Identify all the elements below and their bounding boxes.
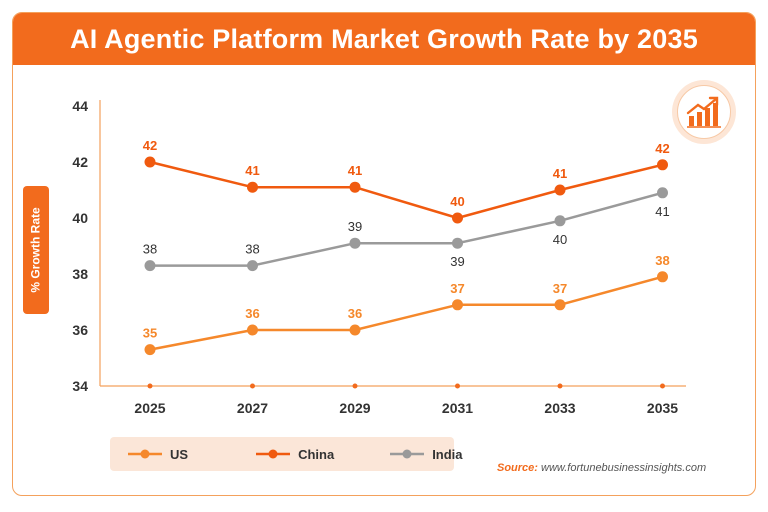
data-point-china — [144, 156, 156, 168]
data-point-china — [554, 184, 566, 196]
source-text: www.fortunebusinessinsights.com — [541, 462, 707, 474]
growth-chart-icon-badge — [672, 80, 736, 144]
data-point-us — [554, 299, 566, 311]
x-tick-mark — [660, 383, 665, 389]
series-line-india — [150, 191, 663, 267]
data-label-india: 40 — [553, 232, 567, 247]
y-axis-label-box: % Growth Rate — [23, 186, 49, 314]
x-tick-mark — [147, 383, 153, 389]
y-tick-label: 36 — [72, 322, 88, 338]
growth-chart-icon — [686, 96, 721, 128]
data-point-us — [657, 271, 668, 283]
data-label-india: 38 — [245, 242, 259, 257]
data-point-china — [247, 181, 258, 193]
data-point-india — [349, 237, 361, 249]
data-point-india — [554, 215, 566, 227]
x-tick-label: 2027 — [237, 400, 268, 416]
legend-item-india: India — [390, 446, 463, 462]
data-label-us: 36 — [348, 306, 362, 321]
data-label-india: 39 — [348, 219, 362, 234]
data-label-china: 42 — [655, 141, 669, 156]
legend-label-us: US — [170, 446, 189, 462]
legend-item-us: US — [128, 447, 188, 462]
data-label-china: 40 — [450, 194, 464, 209]
legend-label-china: China — [298, 446, 335, 462]
legend: US China India — [110, 437, 463, 471]
data-label-china: 41 — [245, 163, 259, 178]
y-tick-label: 38 — [72, 266, 88, 282]
data-label-us: 37 — [450, 281, 464, 296]
data-label-us: 38 — [655, 253, 669, 268]
y-tick-label: 40 — [72, 210, 88, 226]
data-point-us — [349, 324, 361, 336]
data-point-us — [247, 324, 258, 336]
x-tick-mark — [352, 383, 358, 389]
source-label: Source: — [497, 462, 538, 474]
data-point-us — [144, 344, 156, 356]
data-point-india — [247, 260, 258, 272]
data-point-china — [349, 181, 361, 193]
x-tick-label: 2033 — [544, 400, 575, 416]
x-tick-mark — [250, 383, 255, 389]
data-label-us: 37 — [553, 281, 567, 296]
data-point-china — [657, 159, 668, 171]
data-point-china — [452, 212, 463, 224]
y-tick-label: 44 — [72, 98, 88, 114]
data-label-us: 35 — [143, 326, 157, 341]
data-label-india: 41 — [655, 204, 669, 219]
x-tick-label: 2035 — [647, 400, 678, 416]
title-bar: AI Agentic Platform Market Growth Rate b… — [13, 13, 755, 65]
x-tick-mark — [557, 383, 563, 389]
data-label-china: 41 — [553, 166, 567, 181]
data-point-us — [452, 299, 463, 311]
chart-card: AI Agentic Platform Market Growth Rate b… — [12, 12, 756, 496]
x-tick-label: 2029 — [339, 400, 370, 416]
y-tick-label: 34 — [72, 378, 88, 394]
data-label-china: 41 — [348, 163, 362, 178]
data-point-india — [657, 187, 668, 199]
data-label-china: 42 — [143, 138, 157, 153]
legend-label-india: India — [432, 446, 463, 462]
chart-title: AI Agentic Platform Market Growth Rate b… — [70, 23, 698, 54]
data-label-india: 39 — [450, 254, 464, 269]
legend-item-china: China — [256, 447, 334, 462]
source-note: Source: www.fortunebusinessinsights.com — [497, 462, 706, 474]
y-tick-label: 42 — [72, 154, 88, 170]
data-point-india — [452, 237, 463, 249]
x-tick-label: 2025 — [134, 400, 165, 416]
data-label-india: 38 — [143, 242, 157, 257]
series-line-china — [149, 160, 663, 220]
data-label-us: 36 — [245, 306, 259, 321]
data-point-india — [144, 260, 156, 272]
x-tick-label: 2031 — [442, 400, 473, 416]
x-tick-mark — [455, 383, 460, 389]
series-line-us — [149, 275, 663, 351]
